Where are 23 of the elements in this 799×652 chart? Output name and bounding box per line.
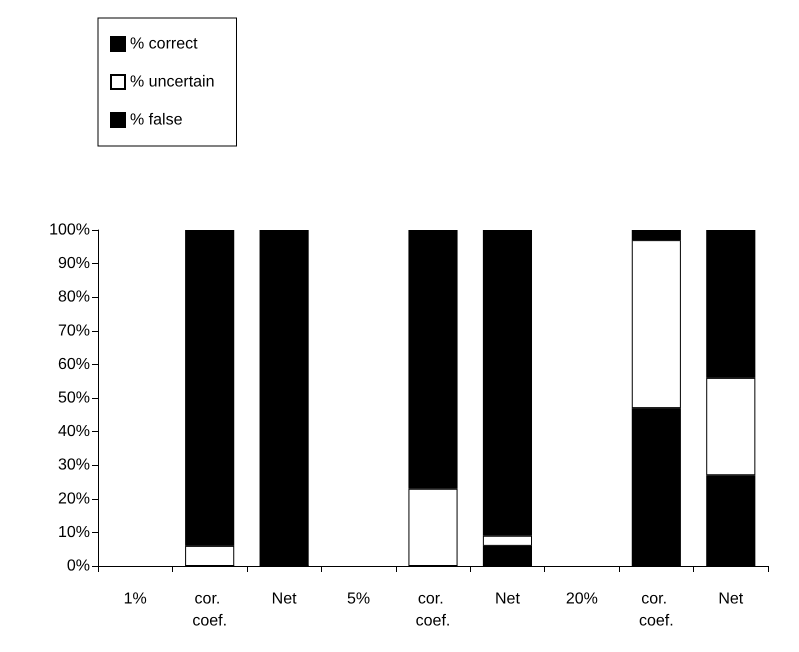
y-tick-label: 40%	[58, 423, 90, 440]
legend-label: % false	[130, 112, 183, 128]
y-tick-label: 10%	[58, 524, 90, 541]
x-tick-label: 1%	[124, 590, 147, 608]
y-tick-label: 70%	[58, 322, 90, 340]
legend-label: % uncertain	[130, 74, 214, 90]
y-tick-label: 100%	[49, 222, 90, 238]
y-tick-label: 90%	[58, 255, 90, 272]
y-tick-label: 80%	[58, 288, 90, 306]
y-tick-label: 60%	[58, 356, 90, 373]
x-tick-label: Net	[272, 590, 298, 608]
x-tick-label: Net	[494, 590, 520, 608]
y-tick-label: 20%	[58, 490, 90, 508]
y-tick-label: 0%	[66, 558, 90, 574]
x-tick-label: cor. coef.	[192, 590, 228, 630]
legend-label: % correct	[130, 36, 198, 52]
y-tick-label: 30%	[58, 456, 90, 474]
x-tick-label: 20%	[566, 590, 598, 608]
x-tick-label: cor. coef.	[416, 590, 450, 630]
y-tick-label: 50%	[58, 390, 90, 406]
x-tick-label: 5%	[346, 590, 370, 608]
x-tick-label: cor. coef.	[638, 590, 674, 630]
x-tick-label: Net	[718, 590, 744, 608]
